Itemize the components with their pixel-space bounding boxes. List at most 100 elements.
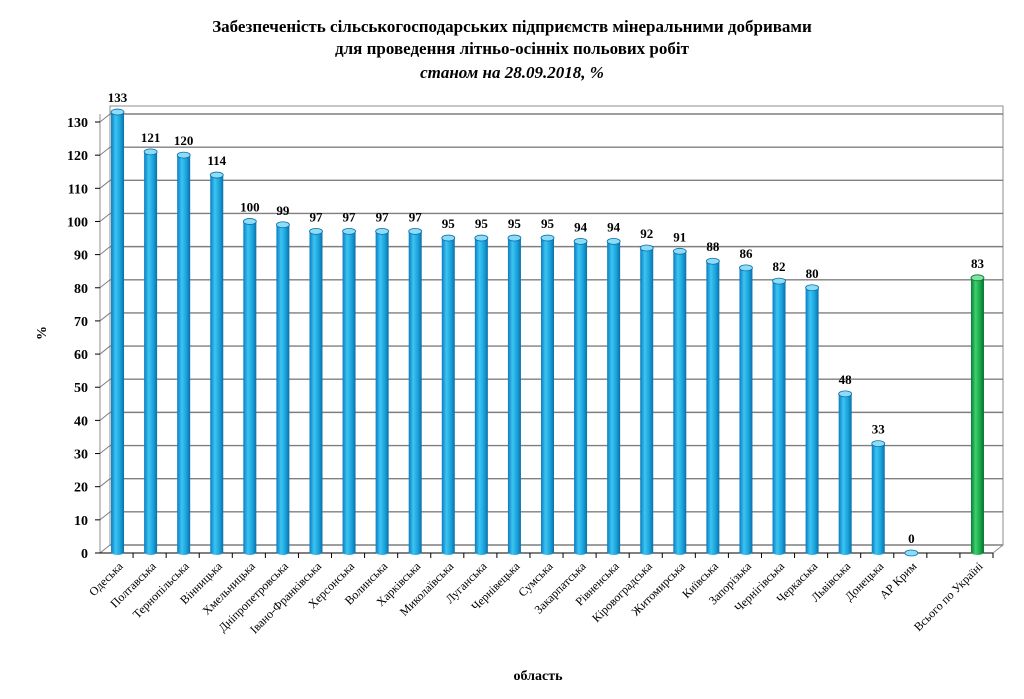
- x-axis-label: область: [514, 669, 564, 684]
- data-label: 121: [141, 130, 161, 145]
- bar: [441, 238, 455, 556]
- bar: [210, 175, 224, 556]
- gridline-depth: [99, 478, 111, 488]
- bar-top: [772, 277, 786, 285]
- data-label: 48: [839, 372, 853, 387]
- data-label: 120: [174, 133, 194, 148]
- bar-top: [507, 234, 522, 242]
- data-label: 88: [706, 239, 720, 254]
- y-tick-label: 10: [74, 514, 88, 529]
- bar: [739, 267, 753, 555]
- data-label: 95: [508, 216, 522, 231]
- bar: [276, 224, 290, 555]
- y-tick-label: 100: [67, 215, 88, 230]
- bar: [673, 251, 687, 556]
- chart-subtitle: для проведення літньо-осінніх польових р…: [335, 39, 689, 58]
- data-label: 114: [207, 153, 226, 168]
- bar-top: [805, 284, 819, 292]
- data-label: 95: [475, 216, 489, 231]
- data-label: 91: [673, 229, 686, 244]
- bar-top: [110, 108, 125, 116]
- bar: [574, 241, 588, 555]
- bar-top: [276, 221, 290, 229]
- bar-top: [209, 171, 224, 179]
- bar: [408, 231, 422, 555]
- data-label: 95: [442, 216, 456, 231]
- y-tick-label: 70: [74, 315, 88, 330]
- gridline-depth: [99, 146, 111, 156]
- bar-top: [904, 549, 919, 557]
- gridline-depth: [99, 445, 111, 454]
- bar-total-top: [970, 274, 985, 282]
- data-label: 95: [541, 216, 555, 231]
- bar: [838, 393, 852, 555]
- bar-top: [838, 390, 853, 398]
- data-label: 94: [607, 219, 621, 234]
- bar-top: [342, 228, 356, 235]
- bar-top: [474, 234, 489, 242]
- gridline-depth: [99, 113, 111, 123]
- bar-total: [970, 277, 984, 555]
- y-tick-label: 130: [67, 116, 88, 131]
- bar-top: [441, 234, 456, 242]
- y-tick-label: 90: [74, 249, 88, 264]
- data-label: 97: [343, 209, 357, 224]
- gridline-depth: [99, 179, 111, 189]
- x-tick-label: Всього по Україні: [911, 559, 986, 634]
- y-tick-label: 40: [74, 414, 88, 429]
- bar-top: [176, 151, 191, 159]
- data-label: 97: [309, 209, 323, 224]
- bar: [507, 238, 521, 555]
- data-label: 80: [806, 266, 819, 281]
- gridline-depth: [99, 246, 111, 256]
- data-label: 33: [872, 422, 886, 437]
- bar-top: [705, 257, 720, 265]
- y-tick-label: 30: [74, 448, 88, 463]
- floor-edge: [992, 544, 1004, 554]
- data-label: 92: [640, 226, 653, 241]
- bar-top: [375, 228, 390, 235]
- data-label: 133: [108, 90, 128, 105]
- chart-date-line: станом на 28.09.2018, %: [420, 63, 604, 82]
- bar: [871, 443, 885, 555]
- data-label: 97: [409, 209, 423, 224]
- gridline-depth: [99, 345, 111, 355]
- bar: [309, 231, 323, 555]
- y-tick-label: 110: [68, 182, 88, 197]
- bar-top: [143, 148, 158, 156]
- bar-top: [309, 228, 323, 235]
- y-axis-label: %: [35, 326, 50, 340]
- bar-top: [871, 440, 886, 447]
- bar-top: [639, 244, 654, 252]
- bar-top: [408, 228, 423, 235]
- data-label: 83: [971, 256, 985, 271]
- data-label: 97: [376, 209, 390, 224]
- bar: [111, 112, 125, 556]
- bar-top: [242, 218, 257, 225]
- gridline-depth: [99, 544, 111, 554]
- data-label: 99: [276, 203, 290, 218]
- gridline-depth: [99, 213, 111, 222]
- bar: [607, 241, 621, 555]
- gridline-depth: [99, 411, 111, 421]
- data-label: 0: [908, 531, 915, 546]
- bar: [177, 155, 191, 555]
- bar-top: [540, 234, 555, 242]
- bar: [805, 287, 819, 555]
- bar: [243, 221, 257, 555]
- gridline-depth: [99, 312, 111, 322]
- gridline-depth: [99, 511, 111, 521]
- bar: [706, 261, 720, 555]
- bar: [541, 238, 554, 556]
- bar-top: [606, 237, 621, 245]
- bar: [375, 231, 389, 555]
- bar-top: [573, 237, 588, 245]
- bar: [640, 247, 654, 555]
- y-tick-label: 80: [74, 282, 88, 297]
- bar: [474, 238, 488, 556]
- y-tick-label: 20: [74, 481, 88, 496]
- x-tick-label: АР Крим: [877, 559, 920, 602]
- y-tick-label: 50: [74, 381, 88, 396]
- y-tick-label: 60: [74, 348, 88, 363]
